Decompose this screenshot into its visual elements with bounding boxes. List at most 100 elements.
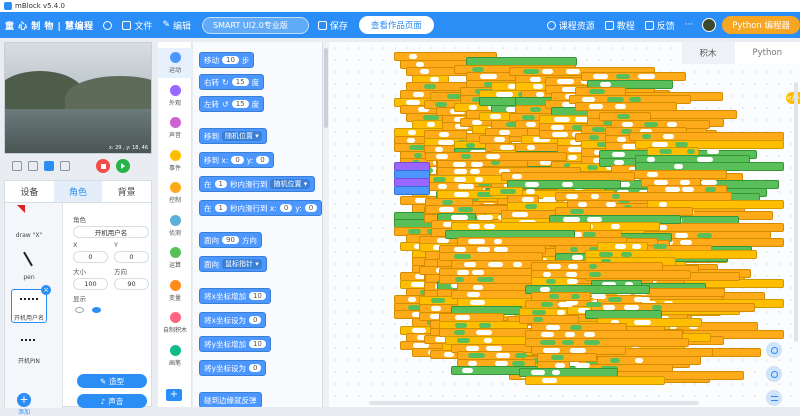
- block-input-slot[interactable]: [632, 244, 641, 249]
- block-input-slot[interactable]: [568, 155, 577, 160]
- block-input-slot[interactable]: [526, 189, 535, 195]
- block-input-slot[interactable]: [589, 89, 605, 95]
- block-input-slot[interactable]: [436, 154, 448, 159]
- block-input-slot[interactable]: [525, 181, 539, 187]
- block-input-slot[interactable]: [413, 342, 429, 348]
- block-input-slot[interactable]: [667, 121, 677, 127]
- block-input-slot[interactable]: [659, 202, 667, 208]
- block-input-slot[interactable]: [473, 284, 483, 290]
- language-button[interactable]: [98, 20, 117, 30]
- block-input-slot[interactable]: [647, 172, 658, 177]
- block-move-steps[interactable]: 移动 10 步: [199, 52, 255, 68]
- block-input-slot[interactable]: [433, 176, 446, 182]
- block-input-slot[interactable]: [437, 237, 449, 243]
- block-bounce[interactable]: 碰到边缘就反弹: [199, 392, 262, 407]
- block-input-slot[interactable]: [705, 187, 716, 193]
- sprite-item[interactable]: pen: [11, 247, 47, 281]
- block-input-slot[interactable]: [512, 360, 525, 366]
- block-input-slot[interactable]: [570, 247, 578, 253]
- block-input-slot[interactable]: [616, 182, 630, 188]
- block-input-slot[interactable]: [640, 129, 652, 135]
- block-input-slot[interactable]: [617, 114, 630, 119]
- block-input-slot[interactable]: [454, 254, 471, 260]
- block-input-slot[interactable]: [454, 176, 466, 182]
- block-goto-xy[interactable]: 移到 x: 0 y: 0: [199, 152, 274, 168]
- block-input-slot[interactable]: [659, 149, 672, 155]
- tutorial-link[interactable]: 教程: [600, 19, 640, 32]
- block-input-slot[interactable]: [570, 209, 584, 215]
- block-input-slot[interactable]: [454, 330, 465, 336]
- block-input-slot[interactable]: [508, 84, 516, 89]
- block-goto[interactable]: 移到 随机位置 ▾: [199, 128, 267, 144]
- block-input-slot[interactable]: [653, 244, 667, 249]
- block-input-slot[interactable]: [468, 353, 485, 359]
- block-input-slot[interactable]: [523, 69, 539, 74]
- block-input-slot[interactable]: [462, 307, 470, 313]
- block-input-slot[interactable]: [455, 277, 464, 283]
- block-input-slot[interactable]: [635, 358, 643, 363]
- block-input-slot[interactable]: [451, 214, 468, 220]
- block-input-slot[interactable]: [644, 121, 658, 127]
- block-input-slot[interactable]: [587, 165, 598, 171]
- block-input-slot[interactable]: [564, 109, 575, 115]
- block-input-slot[interactable]: [409, 54, 417, 59]
- value-input[interactable]: 10: [248, 340, 266, 348]
- block-input-slot[interactable]: [584, 340, 600, 345]
- block-input-slot[interactable]: [439, 132, 449, 137]
- block-input-slot[interactable]: [563, 216, 580, 222]
- category-6[interactable]: 运算: [158, 243, 192, 273]
- zoom-reset-button[interactable]: [766, 390, 782, 406]
- block-input-slot[interactable]: [417, 335, 428, 341]
- block-input-slot[interactable]: [566, 271, 577, 277]
- block-input-slot[interactable]: [444, 352, 454, 358]
- block-input-slot[interactable]: [534, 198, 551, 204]
- block-input-slot[interactable]: [506, 122, 517, 127]
- add-sprite-button[interactable]: + 添加: [17, 393, 31, 416]
- more-menu[interactable]: ···: [684, 20, 694, 30]
- block-input-slot[interactable]: [707, 149, 719, 155]
- block-input-slot[interactable]: [477, 192, 493, 197]
- block-input-slot[interactable]: [621, 251, 632, 257]
- view-project-page-button[interactable]: 查看作品页面: [358, 16, 434, 34]
- block-input-slot[interactable]: [476, 330, 492, 336]
- block-input-slot[interactable]: [407, 137, 415, 143]
- block-input-slot[interactable]: [479, 322, 491, 328]
- block-input-slot[interactable]: [568, 264, 578, 269]
- block-input-slot[interactable]: [612, 152, 625, 157]
- block-input-slot[interactable]: [583, 232, 596, 237]
- close-icon[interactable]: ×: [41, 285, 51, 295]
- block-input-slot[interactable]: [467, 292, 480, 298]
- block-input-slot[interactable]: [602, 282, 616, 287]
- block-input-slot[interactable]: [512, 212, 528, 217]
- block-input-slot[interactable]: [567, 279, 578, 285]
- block-glide-xy[interactable]: 在 1 秒内滑行到 x: 0 y: 0: [199, 200, 322, 216]
- python-editor-button[interactable]: Python 编程器: [722, 16, 800, 34]
- block-input-slot[interactable]: [608, 297, 622, 303]
- block-input-slot[interactable]: [584, 332, 595, 338]
- block-input-slot[interactable]: [647, 156, 655, 162]
- block-input-slot[interactable]: [533, 137, 550, 143]
- block-input-slot[interactable]: [570, 347, 586, 353]
- block-input-slot[interactable]: [629, 96, 641, 102]
- block-input-slot[interactable]: [454, 116, 465, 122]
- block-input-slot[interactable]: [586, 302, 602, 307]
- block-input-slot[interactable]: [601, 259, 611, 265]
- block-input-slot[interactable]: [468, 239, 485, 245]
- block-input-slot[interactable]: [611, 224, 620, 230]
- block-input-slot[interactable]: [431, 306, 441, 311]
- block-input-slot[interactable]: [480, 74, 497, 80]
- block-point-towards[interactable]: 面向 鼠标指针 ▾: [199, 256, 267, 272]
- block-input-slot[interactable]: [466, 345, 479, 351]
- block-input-slot[interactable]: [546, 279, 556, 285]
- sprite-item[interactable]: draw "X": [11, 205, 47, 239]
- block-input-slot[interactable]: [616, 74, 630, 79]
- block-input-slot[interactable]: [570, 139, 581, 145]
- block-input-slot[interactable]: [496, 91, 513, 97]
- block-input-slot[interactable]: [462, 368, 473, 374]
- block-input-slot[interactable]: [565, 332, 575, 338]
- block-input-slot[interactable]: [634, 297, 650, 303]
- block-input-slot[interactable]: [665, 187, 680, 193]
- block-input-slot[interactable]: [594, 150, 602, 155]
- block-input-slot[interactable]: [654, 179, 668, 185]
- block-input-slot[interactable]: [458, 184, 474, 190]
